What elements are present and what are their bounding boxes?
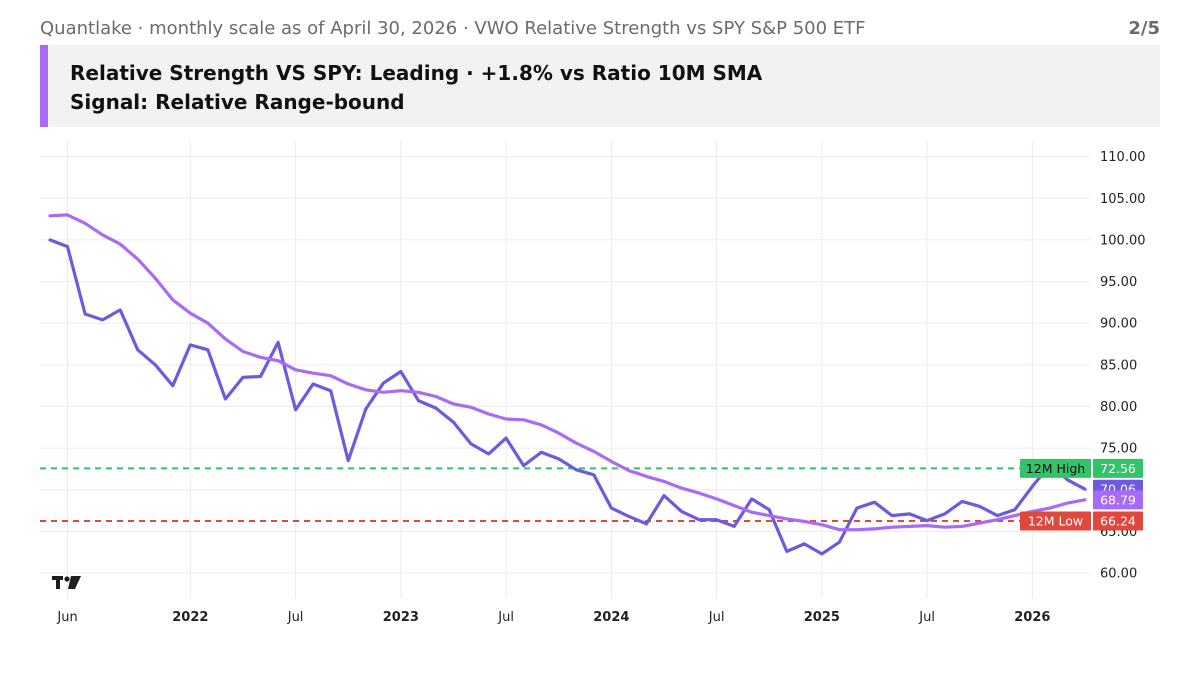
y-tick-label: 75.00	[1100, 442, 1137, 457]
low-label-text: 12M Low	[1028, 514, 1083, 529]
low-value-tag-text: 66.24	[1100, 514, 1136, 529]
signal-summary-box: Relative Strength VS SPY: Leading · +1.8…	[40, 45, 1160, 127]
chart-series	[48, 213, 1087, 556]
y-tick-label: 100.00	[1100, 233, 1146, 248]
low-value-tag: 66.24	[1093, 511, 1143, 531]
y-tick-label: 60.00	[1100, 567, 1137, 582]
y-tick-label: 95.00	[1100, 275, 1137, 290]
signal-status-text: Signal: Relative Range-bound	[70, 90, 405, 114]
signal-relative-strength-text: Relative Strength VS SPY: Leading · +1.8…	[70, 61, 763, 85]
x-tick-label: 2025	[804, 610, 840, 625]
reference-lines	[40, 467, 1092, 523]
chart-grid	[40, 140, 1090, 598]
page-indicator: 2/5	[1128, 18, 1160, 39]
y-tick-label: 80.00	[1100, 400, 1137, 415]
ratio-series-line	[48, 238, 1087, 556]
x-axis: Jun 2022 Jul 2023 Jul 2024 Jul 2025 Jul 2026	[56, 610, 1050, 625]
sma-last-value-tag: 68.79	[1093, 490, 1143, 510]
sma-series-line	[48, 213, 1087, 532]
sma-last-value-tag-text: 68.79	[1100, 492, 1136, 507]
x-tick-label: 2022	[172, 610, 208, 625]
low-label-tag: 12M Low	[1020, 511, 1091, 531]
y-tick-label: 85.00	[1100, 358, 1137, 373]
tradingview-logo-icon	[52, 576, 81, 589]
y-tick-label: 105.00	[1100, 192, 1146, 207]
x-tick-label: Jul	[497, 610, 514, 625]
x-tick-label: 2023	[383, 610, 419, 625]
chart-header-title: Quantlake · monthly scale as of April 30…	[40, 18, 866, 39]
x-tick-label: Jul	[287, 610, 304, 625]
x-tick-label: 2024	[593, 610, 629, 625]
x-tick-label: 2026	[1014, 610, 1050, 625]
y-tick-label: 110.00	[1100, 150, 1146, 165]
x-tick-label: Jun	[56, 610, 77, 625]
x-tick-label: Jul	[918, 610, 935, 625]
high-value-tag-text: 72.56	[1100, 461, 1136, 476]
y-tick-label: 90.00	[1100, 317, 1137, 332]
high-label-tag: 12M High	[1020, 458, 1091, 478]
x-tick-label: Jul	[708, 610, 725, 625]
high-label-text: 12M High	[1026, 461, 1085, 476]
high-value-tag: 72.56	[1093, 458, 1143, 478]
